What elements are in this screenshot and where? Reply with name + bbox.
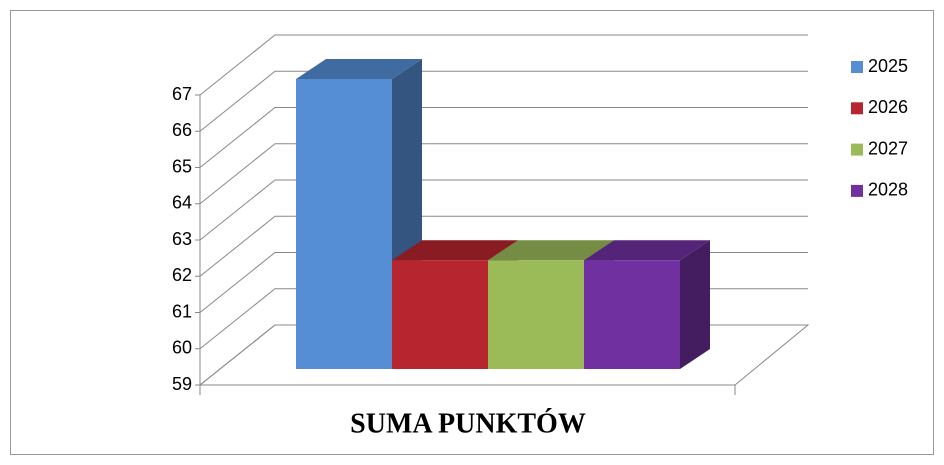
y-tick-label: 61 [172, 301, 192, 321]
y-tick-label: 59 [172, 374, 192, 394]
y-tick-label: 60 [172, 338, 192, 358]
frame [10, 10, 934, 455]
bar [392, 260, 488, 369]
bar [584, 260, 680, 369]
bar-top [296, 59, 422, 79]
bar [488, 260, 584, 369]
grid-line [199, 143, 808, 205]
y-tick-label: 65 [172, 156, 192, 176]
bar-side [680, 240, 710, 369]
y-tick-label: 62 [172, 265, 192, 285]
grid-line [199, 70, 808, 132]
legend-swatch [851, 143, 863, 156]
x-tick-label: SUMA PUNKTÓW [350, 408, 586, 439]
y-tick-label: 63 [172, 229, 192, 249]
grid-line [199, 107, 808, 168]
bar-top [488, 240, 614, 261]
y-tick-label: 64 [172, 193, 192, 213]
legend-label: 2028 [868, 180, 908, 200]
legend-swatch [851, 61, 863, 73]
y-tick-label: 67 [172, 84, 192, 104]
y-tick-label: 66 [172, 120, 192, 140]
bar-top [584, 240, 710, 261]
grid-line [199, 215, 808, 277]
grid-line [199, 179, 808, 241]
bar-top [392, 240, 518, 261]
legend-label: 2026 [868, 97, 908, 117]
legend-swatch [851, 102, 863, 115]
grid-line [199, 34, 808, 96]
legend-label: 2027 [868, 138, 908, 158]
legend-swatch [851, 184, 863, 197]
bar [296, 79, 392, 369]
legend-label: 2025 [868, 56, 908, 76]
